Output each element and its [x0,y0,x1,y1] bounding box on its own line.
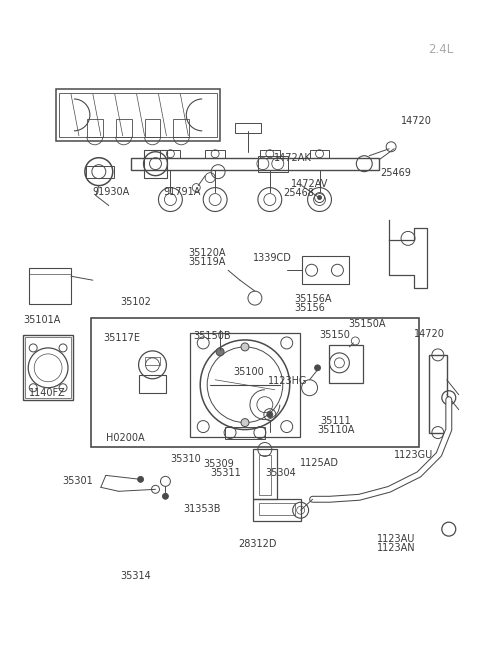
Bar [87,119,103,137]
Bar [139,375,167,393]
Bar [253,499,300,521]
Text: 35111: 35111 [321,416,351,426]
Circle shape [241,343,249,351]
Bar [260,150,280,158]
Bar [59,93,217,137]
Bar [429,355,447,432]
Text: 1472AV: 1472AV [291,179,328,189]
Text: 35304: 35304 [265,468,296,478]
Bar [86,166,114,178]
Text: 31353B: 31353B [183,504,221,514]
Bar [259,455,271,495]
Text: 35156: 35156 [295,303,325,313]
Text: 91791A: 91791A [164,187,201,196]
Text: 35100: 35100 [233,367,264,377]
Text: H0200A: H0200A [106,432,144,443]
Text: 1123HG: 1123HG [268,376,307,386]
Text: 25468: 25468 [283,187,313,198]
Text: 35102: 35102 [120,297,152,307]
Bar [116,119,132,137]
Text: 35311: 35311 [210,468,241,478]
Bar [205,150,225,158]
Circle shape [216,348,224,356]
Text: 1123GU: 1123GU [394,451,433,460]
Text: 28312D: 28312D [238,539,276,549]
Bar [253,449,277,499]
Text: 14720: 14720 [401,116,432,126]
Text: 1123AN: 1123AN [377,543,416,553]
Bar [144,119,160,137]
Text: 1123AU: 1123AU [377,534,416,544]
Bar [235,123,261,133]
Text: 1472AK: 1472AK [274,153,312,162]
Text: 1140FZ: 1140FZ [29,388,66,398]
Bar [190,333,300,436]
Text: 1339CD: 1339CD [253,253,292,263]
Text: 25469: 25469 [380,168,411,178]
Text: 35301: 35301 [62,476,93,487]
Text: 35314: 35314 [120,571,152,581]
Bar [29,269,71,304]
Text: 35150A: 35150A [348,319,386,329]
Bar [225,426,265,439]
Text: 1125AD: 1125AD [300,458,339,468]
Bar [23,335,73,400]
Text: 35309: 35309 [203,459,234,470]
Text: 35156A: 35156A [295,294,332,304]
Circle shape [318,196,322,200]
Bar [301,256,349,284]
Text: 91930A: 91930A [93,187,130,196]
Text: 35110A: 35110A [318,424,355,434]
Text: 35120A: 35120A [188,248,226,258]
Text: 35150: 35150 [320,330,350,340]
Bar [310,150,329,158]
Circle shape [241,419,249,426]
Bar [91,318,419,447]
Text: 35119A: 35119A [188,257,226,267]
Text: 2.4L: 2.4L [429,43,454,56]
Bar [173,119,189,137]
Circle shape [138,476,144,482]
Circle shape [314,365,321,371]
Bar [329,345,363,383]
Text: 14720: 14720 [414,329,445,339]
Bar [131,158,379,170]
Bar [258,156,288,172]
Bar [56,89,220,141]
Circle shape [162,493,168,499]
Text: 35310: 35310 [170,455,201,464]
Circle shape [267,411,273,418]
Bar [160,150,180,158]
Text: 35150B: 35150B [193,331,231,341]
Bar [144,357,160,365]
Text: 35117E: 35117E [104,333,141,343]
Bar [144,150,168,178]
Bar [25,337,71,398]
Bar [259,503,295,515]
Text: 35101A: 35101A [23,315,60,325]
